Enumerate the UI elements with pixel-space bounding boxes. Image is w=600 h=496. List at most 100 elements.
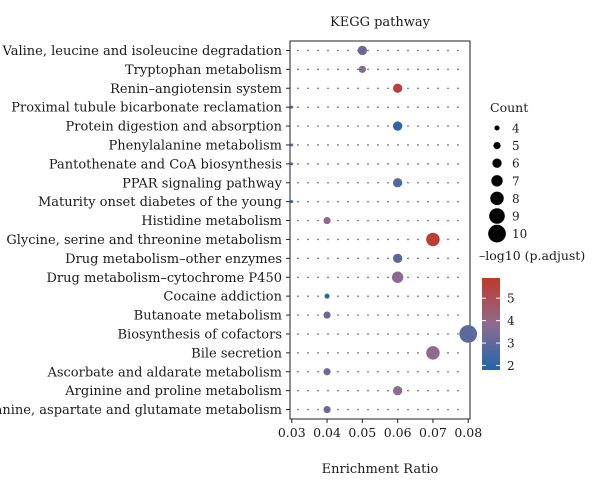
grid-dot	[387, 295, 389, 297]
grid-dot	[347, 163, 349, 165]
data-point	[392, 386, 403, 396]
y-tick-label: Protein digestion and absorption	[65, 120, 282, 135]
y-tick-label: Alanine, aspartate and glutamate metabol…	[0, 403, 282, 418]
grid-dot	[377, 238, 379, 241]
grid-dot	[397, 370, 399, 373]
grid-dot	[377, 106, 379, 108]
grid-dot	[427, 106, 429, 108]
grid-dot	[377, 370, 379, 373]
x-tick-label: 0.04	[313, 425, 341, 440]
grid-dot	[327, 181, 329, 184]
grid-dot	[417, 352, 419, 354]
grid-dot	[307, 163, 309, 165]
grid-dot	[337, 389, 339, 392]
grid-dot	[437, 389, 439, 392]
grid-dot	[417, 370, 419, 373]
grid-dot	[447, 144, 449, 146]
grid-dot	[397, 163, 399, 165]
data-point	[392, 121, 403, 131]
grid-dot	[327, 87, 329, 90]
grid-dot	[367, 408, 369, 411]
grid-dot	[377, 200, 379, 203]
grid-dot	[377, 257, 379, 260]
grid-dot	[317, 87, 319, 90]
grid-dot	[407, 314, 409, 316]
data-point	[290, 162, 294, 166]
grid-dot	[457, 49, 459, 52]
grid-dot	[317, 238, 319, 241]
size-legend-label: 7	[512, 174, 520, 188]
grid-dot	[317, 333, 319, 335]
grid-dot	[357, 295, 359, 297]
grid-dot	[407, 408, 409, 411]
y-tick-label: Tryptophan metabolism	[125, 63, 282, 78]
grid-dot	[457, 408, 459, 411]
grid-dot	[437, 87, 439, 90]
grid-dot	[387, 333, 389, 335]
grid-dot	[387, 163, 389, 165]
grid-dot	[407, 219, 409, 222]
grid-dot	[367, 144, 369, 146]
grid-dot	[377, 87, 379, 90]
grid-dot	[357, 314, 359, 316]
grid-dot	[417, 144, 419, 146]
grid-dot	[347, 370, 349, 373]
grid-dot	[407, 163, 409, 165]
grid-dot	[327, 125, 329, 127]
grid-dot	[347, 181, 349, 184]
x-tick-label: 0.03	[278, 425, 306, 440]
grid-dot	[447, 87, 449, 90]
grid-dot	[377, 408, 379, 411]
grid-dot	[397, 219, 399, 222]
y-tick-label: Histidine metabolism	[141, 214, 282, 229]
y-tick-label: Biosynthesis of cofactors	[117, 327, 282, 342]
grid-dot	[427, 295, 429, 297]
grid-dot	[307, 181, 309, 184]
grid-dot	[437, 314, 439, 316]
grid-dot	[447, 333, 449, 335]
y-tick-label: Maturity onset diabetes of the young	[38, 195, 282, 210]
grid-dot	[337, 144, 339, 146]
grid-dot	[367, 352, 369, 354]
color-legend-title: –log10 (p.adjust)	[479, 248, 585, 263]
grid-dot	[407, 68, 409, 71]
grid-dot	[427, 370, 429, 373]
grid-dot	[307, 408, 309, 411]
grid-dot	[437, 144, 439, 146]
grid-dot	[357, 200, 359, 203]
grid-dot	[397, 49, 399, 52]
grid-dot	[457, 276, 459, 279]
data-point	[323, 368, 331, 376]
grid-dot	[417, 219, 419, 222]
size-legend: Count 4 5 6 7 8 9 10	[488, 100, 528, 243]
grid-dot	[397, 408, 399, 411]
data-point	[324, 293, 330, 299]
grid-dot	[347, 408, 349, 411]
grid-dot	[457, 200, 459, 203]
grid-dot	[377, 219, 379, 222]
grid-dot	[437, 219, 439, 222]
grid-dot	[387, 238, 389, 241]
grid-dot	[427, 219, 429, 222]
grid-dot	[347, 352, 349, 354]
grid-dot	[427, 125, 429, 127]
grid-dot	[407, 352, 409, 354]
grid-dot	[297, 49, 299, 52]
grid-dot	[457, 295, 459, 297]
grid-dot	[297, 352, 299, 354]
grid-dot	[367, 87, 369, 90]
grid-dot	[437, 200, 439, 203]
size-legend-label: 4	[512, 122, 520, 136]
grid-dot	[297, 389, 299, 392]
grid-dot	[387, 125, 389, 127]
grid-dot	[347, 106, 349, 108]
grid-dot	[297, 333, 299, 335]
grid-dot	[447, 125, 449, 127]
size-legend-dot	[489, 208, 505, 224]
grid-dot	[317, 181, 319, 184]
grid-dot	[397, 314, 399, 316]
y-tick-label: Valine, leucine and isoleucine degradati…	[2, 44, 283, 59]
grid-dot	[327, 68, 329, 71]
grid-dot	[367, 68, 369, 71]
chart-title: KEGG pathway	[330, 15, 431, 30]
